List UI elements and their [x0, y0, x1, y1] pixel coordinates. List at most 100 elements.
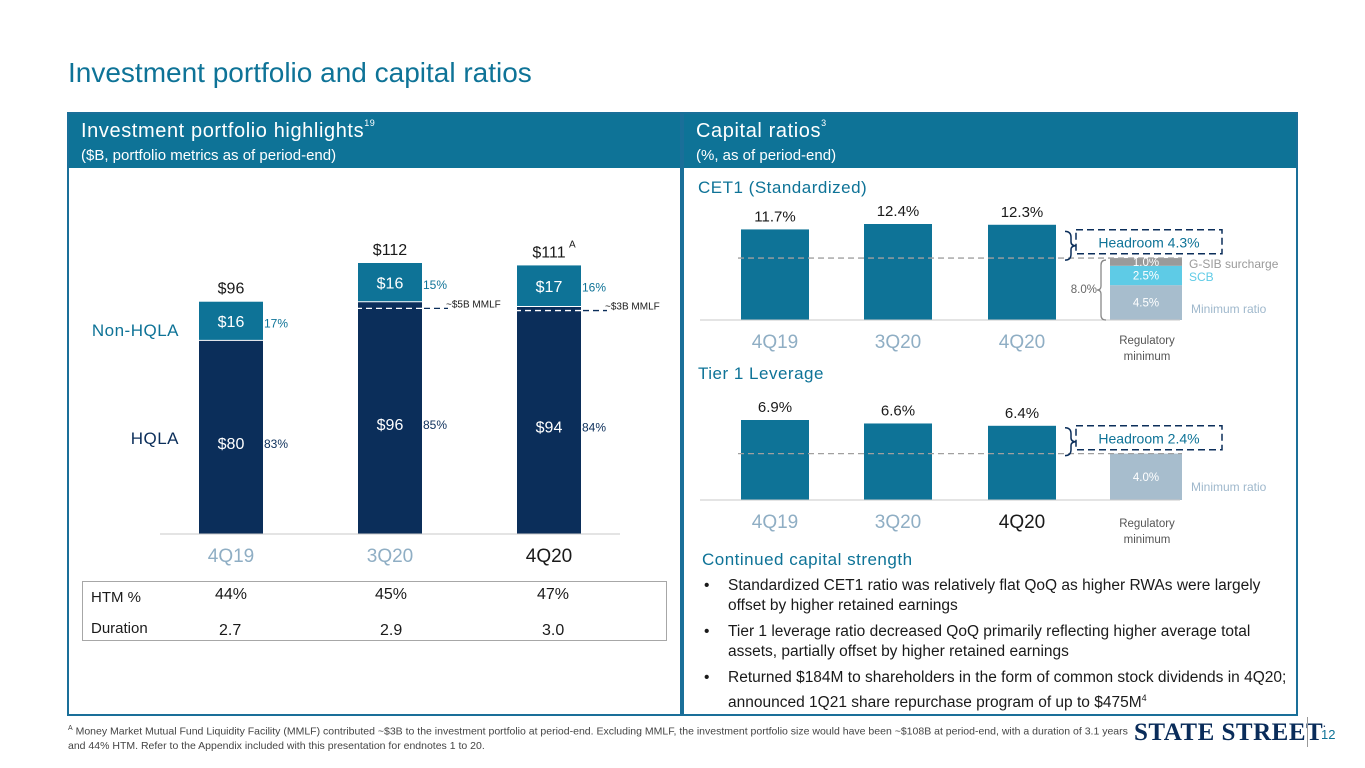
regulatory-minimum-segment: [1110, 265, 1182, 286]
regulatory-minimum-label-1: Regulatory: [1119, 335, 1175, 347]
non-hqla-bar: [517, 265, 581, 307]
total-note-marker: A: [569, 239, 576, 250]
leverage-title: Tier 1 Leverage: [698, 364, 824, 383]
total-label: $96: [218, 281, 245, 298]
footnote-text: Money Market Mutual Fund Liquidity Facil…: [68, 725, 1128, 752]
metric-value-htm-3q20: 45%: [375, 586, 408, 603]
capital-panel: Capital ratios3 (%, as of period-end): [682, 112, 1298, 716]
mmlf-label: ~$3B MMLF: [605, 302, 660, 313]
logo-divider: [1307, 717, 1308, 747]
x-tick-label: 3Q20: [875, 332, 921, 353]
endnote-marker: 4: [1141, 693, 1147, 703]
legend-scb: SCB: [1189, 270, 1214, 284]
total-label: $111: [532, 244, 565, 261]
non-hqla-pct-label: 17%: [264, 317, 288, 331]
ratio-bar: [864, 224, 932, 320]
ratio-value-label: 6.9%: [758, 399, 792, 416]
regulatory-minimum-segment: [1110, 453, 1182, 500]
metric-value-duration-4q20: 3.0: [542, 622, 565, 639]
regulatory-total-brace: [1096, 259, 1107, 321]
ratio-bar: [988, 224, 1056, 320]
ratio-value-label: 6.4%: [1005, 405, 1039, 422]
hqla-pct-label: 85%: [423, 418, 447, 432]
ratio-bar: [741, 229, 809, 320]
state-street-logo: STATE STREET.: [1134, 719, 1326, 746]
regulatory-segment-label: 4.0%: [1133, 472, 1159, 484]
regulatory-segment-label: 4.5%: [1133, 298, 1159, 310]
x-tick-label: 4Q19: [752, 512, 798, 533]
capital-panel-header: Capital ratios3 (%, as of period-end): [684, 114, 1296, 168]
page-number: 12: [1321, 727, 1336, 742]
metric-value-htm-4q19: 44%: [215, 586, 248, 603]
regulatory-minimum-segment: [1110, 285, 1182, 320]
investment-panel-subtitle: ($B, portfolio metrics as of period-end): [81, 147, 337, 164]
metric-label-htm: HTM %: [91, 589, 141, 606]
headroom-brace: [1064, 427, 1077, 457]
hqla-bar: [199, 340, 263, 534]
headroom-brace: [1064, 230, 1077, 261]
non-hqla-value-label: $17: [536, 279, 563, 296]
x-tick-label: 4Q20: [999, 512, 1045, 533]
metric-value-htm-4q20: 47%: [537, 586, 570, 603]
hqla-bar: [358, 301, 422, 534]
cet1-title: CET1 (Standardized): [698, 178, 868, 197]
series-label-non-hqla: Non-HQLA: [92, 321, 179, 340]
list-item: Tier 1 leverage ratio decreased QoQ prim…: [701, 622, 1291, 662]
page-title: Investment portfolio and capital ratios: [68, 57, 532, 88]
metric-label-duration: Duration: [91, 620, 148, 637]
metric-value-duration-4q19: 2.7: [219, 622, 242, 639]
list-item: Standardized CET1 ratio was relatively f…: [701, 576, 1291, 616]
headroom-label: Headroom 2.4%: [1098, 431, 1199, 447]
legend-minimum-ratio: Minimum ratio: [1191, 480, 1267, 494]
endnote-marker: 19: [364, 118, 376, 128]
regulatory-minimum-segment: [1110, 258, 1182, 266]
headroom-box: [1075, 228, 1223, 255]
x-tick-label: 4Q19: [752, 332, 798, 353]
hqla-pct-label: 83%: [264, 437, 288, 451]
hqla-bar: [517, 306, 581, 534]
capital-panel-subtitle: (%, as of period-end): [696, 147, 837, 164]
strength-title: Continued capital strength: [702, 550, 913, 569]
endnote-marker: 3: [821, 118, 827, 128]
non-hqla-bar: [199, 301, 263, 341]
hqla-value-label: $96: [377, 417, 404, 434]
regulatory-segment-label: 1.0%: [1133, 257, 1159, 269]
regulatory-segment-label: 2.5%: [1133, 270, 1159, 282]
strength-bullets: Standardized CET1 ratio was relatively f…: [701, 576, 1291, 719]
x-tick-label: 4Q20: [526, 546, 572, 567]
ratio-bar: [988, 425, 1056, 500]
non-hqla-bar: [358, 263, 422, 302]
non-hqla-value-label: $16: [218, 314, 245, 331]
ratio-value-label: 12.4%: [877, 203, 920, 220]
capital-panel-title: Capital ratios: [696, 120, 822, 142]
non-hqla-value-label: $16: [377, 275, 404, 292]
non-hqla-pct-label: 16%: [582, 280, 606, 294]
ratio-value-label: 6.6%: [881, 402, 915, 419]
x-tick-label: 3Q20: [875, 512, 921, 533]
metric-value-duration-3q20: 2.9: [380, 622, 403, 639]
investment-panel: Investment portfolio highlights19 ($B, p…: [67, 112, 682, 716]
portfolio-metrics-table: HTM % 44% 45% 47% Duration 2.7 2.9 3.0: [82, 581, 667, 641]
regulatory-minimum-label-1: Regulatory: [1119, 518, 1175, 530]
regulatory-minimum-label-2: minimum: [1124, 534, 1171, 546]
investment-panel-title: Investment portfolio highlights: [81, 120, 365, 142]
regulatory-total-label: 8.0%: [1071, 284, 1097, 296]
ratio-bar: [741, 420, 809, 500]
headroom-box: [1075, 424, 1223, 451]
hqla-value-label: $80: [218, 436, 245, 453]
regulatory-minimum-label-2: minimum: [1124, 351, 1171, 363]
mmlf-label: ~$5B MMLF: [446, 299, 501, 310]
legend-gsib: G-SIB surcharge: [1189, 257, 1279, 271]
investment-panel-header: Investment portfolio highlights19 ($B, p…: [69, 114, 680, 168]
footnote-marker: A: [68, 725, 73, 732]
hqla-pct-label: 84%: [582, 420, 606, 434]
list-item: Returned $184M to shareholders in the fo…: [701, 668, 1291, 713]
headroom-label: Headroom 4.3%: [1098, 235, 1199, 251]
ratio-bar: [864, 423, 932, 500]
x-tick-label: 4Q19: [208, 546, 254, 567]
ratio-value-label: 12.3%: [1001, 204, 1044, 221]
x-tick-label: 3Q20: [367, 546, 413, 567]
legend-minimum-ratio: Minimum ratio: [1191, 302, 1267, 316]
footnote: A Money Market Mutual Fund Liquidity Fac…: [68, 722, 1128, 753]
